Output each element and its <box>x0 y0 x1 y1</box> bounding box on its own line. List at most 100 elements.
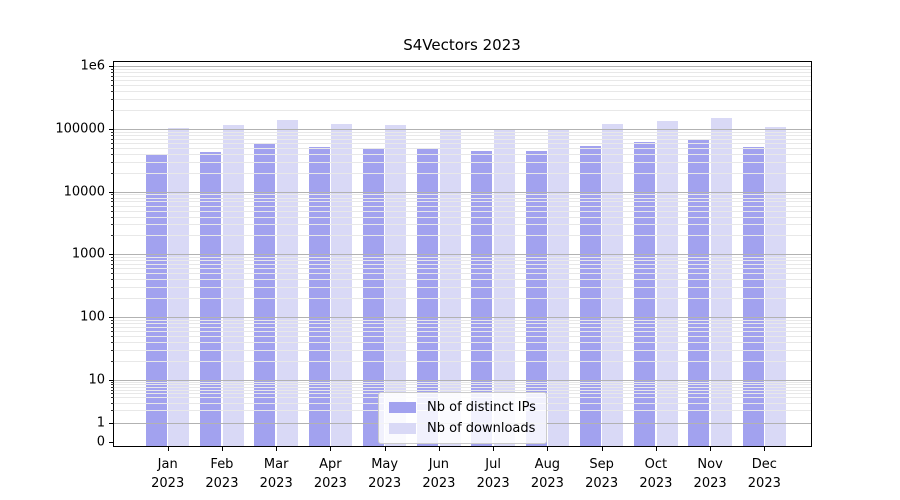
minor-gridline <box>114 72 811 74</box>
minor-gridline <box>114 75 811 77</box>
minor-gridline <box>114 268 811 270</box>
y-minor-tick <box>111 147 114 149</box>
y-minor-tick <box>111 323 114 325</box>
bar-distinct-ips <box>742 147 764 446</box>
legend-swatch-downloads <box>389 423 416 434</box>
y-minor-tick <box>111 194 114 196</box>
minor-gridline <box>114 350 811 352</box>
minor-gridline <box>114 197 811 199</box>
minor-gridline <box>114 264 811 266</box>
x-tick <box>601 447 603 451</box>
y-minor-tick <box>111 287 114 289</box>
legend-label-downloads: Nb of downloads <box>427 421 536 436</box>
x-tick <box>764 447 766 451</box>
minor-gridline <box>114 386 811 388</box>
x-tick <box>655 447 657 451</box>
y-tick <box>109 423 114 425</box>
y-tick <box>109 128 114 130</box>
y-tick-label: 10 <box>88 372 105 388</box>
y-tick <box>109 254 114 256</box>
legend-item-downloads: Nb of downloads <box>389 421 536 436</box>
y-minor-tick <box>111 79 114 81</box>
y-minor-tick <box>111 153 114 155</box>
y-tick-label: 0 <box>96 434 105 450</box>
minor-gridline <box>114 260 811 262</box>
y-minor-tick <box>111 72 114 74</box>
y-minor-tick <box>111 331 114 333</box>
minor-gridline <box>114 161 811 163</box>
y-minor-tick <box>111 279 114 281</box>
minor-gridline <box>114 68 811 70</box>
bars-layer <box>114 62 811 446</box>
y-minor-tick <box>111 98 114 100</box>
major-gridline <box>114 128 811 130</box>
y-minor-tick <box>111 84 114 86</box>
x-tick-label: Nov 2023 <box>693 457 727 491</box>
minor-gridline <box>114 172 811 174</box>
y-minor-tick <box>111 402 114 404</box>
y-minor-tick <box>111 342 114 344</box>
y-tick-label: 1 <box>96 415 105 431</box>
plot-area: Nb of distinct IPs Nb of downloads 1e6 10… <box>55 59 812 491</box>
minor-gridline <box>114 205 811 207</box>
minor-gridline <box>114 224 811 226</box>
y-tick-label: 100 <box>80 309 105 325</box>
minor-gridline <box>114 361 811 363</box>
minor-gridline <box>114 134 811 136</box>
y-tick-label: 1e6 <box>80 58 105 74</box>
y-minor-tick <box>111 389 114 391</box>
minor-gridline <box>114 90 811 92</box>
x-tick <box>221 447 223 451</box>
minor-gridline <box>114 194 811 196</box>
y-minor-tick <box>111 68 114 70</box>
legend-item-distinct-ips: Nb of distinct IPs <box>389 400 536 415</box>
minor-gridline <box>114 273 811 275</box>
bar-distinct-ips <box>308 147 330 446</box>
y-minor-tick <box>111 161 114 163</box>
y-minor-tick <box>111 260 114 262</box>
y-minor-tick <box>111 201 114 203</box>
y-tick <box>109 442 114 443</box>
y-minor-tick <box>111 257 114 259</box>
gridlines-layer <box>114 62 811 446</box>
minor-gridline <box>114 342 811 344</box>
x-tick <box>330 447 332 451</box>
minor-gridline <box>114 287 811 289</box>
x-tick-label: Jan 2023 <box>151 457 185 491</box>
y-minor-tick <box>111 134 114 136</box>
minor-gridline <box>114 142 811 144</box>
minor-gridline <box>114 298 811 300</box>
minor-gridline <box>114 389 811 391</box>
major-gridline <box>114 317 811 319</box>
bar-distinct-ips <box>146 153 167 446</box>
major-gridline <box>114 380 811 381</box>
minor-gridline <box>114 84 811 86</box>
x-tick-label: Apr 2023 <box>313 457 347 491</box>
x-tick-label: Oct 2023 <box>639 457 673 491</box>
y-minor-tick <box>111 210 114 212</box>
y-tick <box>109 317 114 319</box>
y-minor-tick <box>111 381 114 383</box>
bar-downloads <box>385 124 407 446</box>
minor-gridline <box>114 98 811 100</box>
y-minor-tick <box>111 90 114 92</box>
minor-gridline <box>114 257 811 259</box>
y-minor-tick <box>111 268 114 270</box>
minor-gridline <box>114 320 811 322</box>
x-tick <box>167 447 169 451</box>
y-minor-tick <box>111 397 114 399</box>
minor-gridline <box>114 210 811 212</box>
x-tick <box>493 447 495 451</box>
legend: Nb of distinct IPs Nb of downloads <box>378 392 547 444</box>
y-minor-tick <box>111 138 114 140</box>
x-tick-label: Sep 2023 <box>585 457 619 491</box>
bar-downloads <box>765 127 787 446</box>
minor-gridline <box>114 216 811 218</box>
bar-downloads <box>222 125 244 446</box>
bar-distinct-ips <box>634 141 656 446</box>
y-minor-tick <box>111 109 114 111</box>
y-minor-tick <box>111 410 114 412</box>
bar-distinct-ips <box>688 139 710 446</box>
x-tick <box>276 447 278 451</box>
